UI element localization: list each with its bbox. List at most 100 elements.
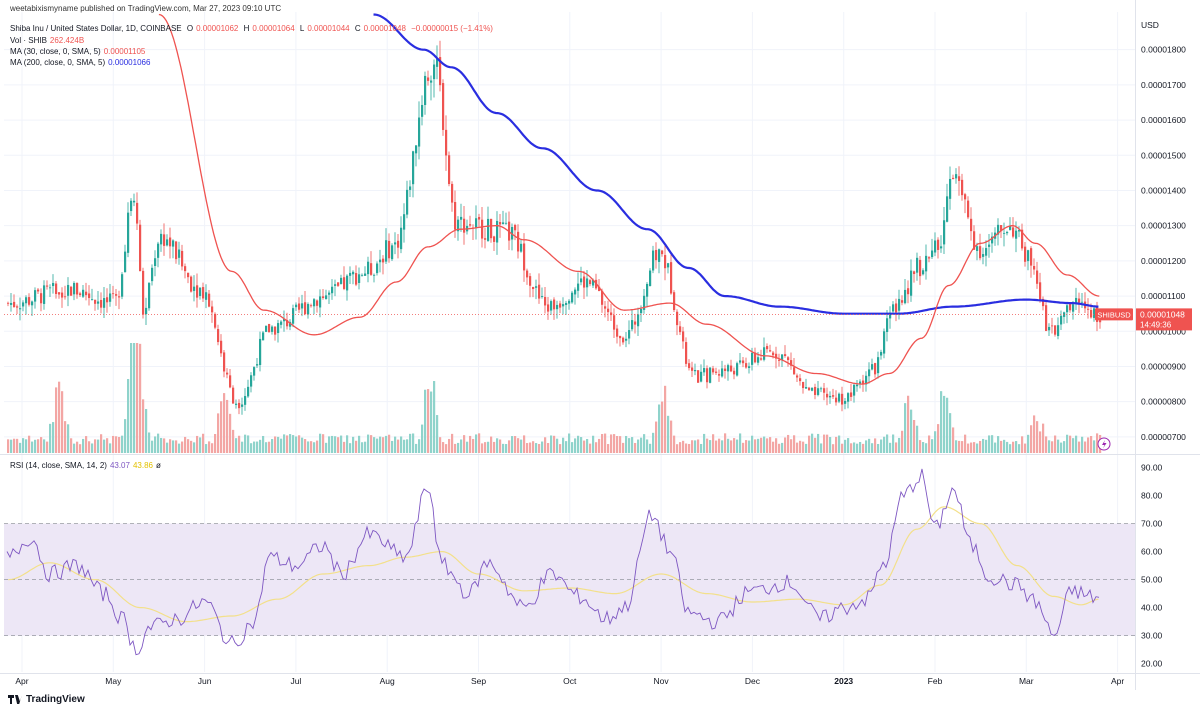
volume-bar — [670, 420, 673, 453]
volume-legend[interactable]: Vol · SHIB 262.424B — [10, 35, 87, 46]
candle-body — [919, 259, 922, 277]
volume-bar — [655, 421, 658, 453]
candle-body — [343, 277, 346, 289]
candle-body — [841, 393, 844, 405]
candle-body — [622, 337, 625, 343]
candle-body — [520, 243, 523, 252]
tradingview-logo[interactable]: TradingView — [8, 694, 85, 705]
candle-body — [457, 219, 460, 232]
high-label: H — [243, 24, 250, 33]
volume-bar — [880, 439, 883, 453]
volume-bar — [565, 441, 568, 453]
volume-bar — [682, 440, 685, 453]
last-price-value: 0.00001048 — [1140, 309, 1185, 319]
volume-bar — [874, 438, 877, 453]
candle-body — [901, 300, 904, 303]
candle-body — [532, 286, 535, 290]
volume-bar — [829, 437, 832, 453]
candle-body — [259, 338, 262, 366]
volume-bar — [460, 439, 463, 453]
candle-body — [427, 77, 430, 81]
lightning-icon-glyph — [1102, 440, 1107, 449]
volume-bar — [805, 443, 808, 453]
volume-bar — [922, 442, 925, 453]
candle-body — [820, 388, 823, 390]
candle-body — [361, 274, 364, 276]
volume-bar — [28, 435, 31, 453]
candle-body — [679, 326, 682, 333]
candle-body — [874, 363, 877, 375]
volume-bar — [976, 443, 979, 453]
volume-bar — [640, 437, 643, 453]
volume-bar — [871, 443, 874, 453]
candle-body — [805, 387, 808, 389]
candle-body — [757, 357, 760, 363]
volume-bar — [244, 434, 247, 453]
candle-body — [181, 250, 184, 267]
candle-body — [352, 271, 355, 275]
volume-bar — [127, 379, 130, 453]
candle-body — [400, 227, 403, 250]
time-tick-label: Jul — [290, 676, 301, 686]
volume-bar — [280, 438, 283, 453]
volume-bars — [7, 343, 1102, 453]
candle-body — [277, 323, 280, 334]
price-tick-label: 0.00001200 — [1141, 256, 1186, 266]
volume-bar — [1036, 421, 1039, 453]
volume-bar — [304, 439, 307, 453]
candle-body — [379, 259, 382, 263]
rsi-legend[interactable]: RSI (14, close, SMA, 14, 2) 43.07 43.86 ø — [10, 460, 164, 471]
ma30-legend[interactable]: MA (30, close, 0, SMA, 5) 0.00001105 — [10, 46, 148, 57]
volume-bar — [487, 441, 490, 453]
candle-body — [685, 342, 688, 364]
candle-body — [238, 402, 241, 409]
candle-body — [160, 233, 163, 245]
volume-bar — [241, 441, 244, 453]
candle-body — [616, 328, 619, 337]
volume-bar — [838, 435, 841, 453]
volume-bar — [313, 442, 316, 453]
candle-body — [10, 302, 13, 305]
candle-body — [922, 270, 925, 275]
candle-body — [391, 245, 394, 260]
volume-bar — [34, 439, 37, 453]
candle-body — [157, 243, 160, 258]
volume-bar — [748, 440, 751, 453]
ma200-legend[interactable]: MA (200, close, 0, SMA, 5) 0.00001066 — [10, 57, 153, 68]
candle-body — [502, 222, 505, 225]
candle-body — [646, 283, 649, 297]
candle-body — [631, 320, 634, 330]
volume-bar — [502, 443, 505, 453]
volume-bar — [676, 444, 679, 453]
price-tick-label: 0.00000700 — [1141, 432, 1186, 442]
candle-body — [103, 298, 106, 308]
rsi-band-fill — [4, 523, 1135, 636]
volume-bar — [121, 435, 124, 453]
volume-bar — [430, 391, 433, 453]
candle-body — [88, 293, 91, 299]
candle-body — [958, 176, 961, 181]
rsi-line — [6, 468, 1100, 656]
candle-body — [217, 329, 220, 343]
candle-body — [934, 240, 937, 253]
candle-body — [13, 301, 16, 308]
candle-body — [121, 274, 124, 297]
volume-bar — [124, 419, 127, 453]
symbol-name[interactable]: Shiba Inu / United States Dollar, 1D, CO… — [10, 24, 182, 33]
volume-bar — [781, 442, 784, 453]
volume-bar — [604, 433, 607, 453]
high-value: 0.00001064 — [252, 24, 295, 33]
hide-icon[interactable]: ø — [156, 461, 161, 470]
volume-bar — [370, 435, 373, 453]
volume-bar — [79, 444, 82, 453]
rsi-band — [4, 523, 1135, 636]
candle-body — [1006, 231, 1009, 234]
volume-bar — [499, 439, 502, 453]
candle-body — [475, 218, 478, 228]
candle-body — [1075, 297, 1078, 303]
volume-bar — [40, 437, 43, 453]
volume-bar — [904, 403, 907, 453]
rsi-lines — [6, 468, 1100, 656]
volume-bar — [673, 435, 676, 453]
